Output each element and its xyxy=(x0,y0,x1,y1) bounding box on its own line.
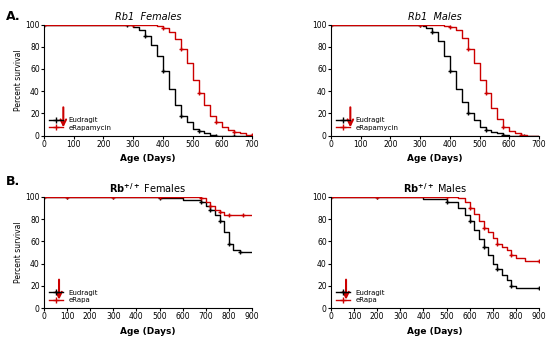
Y-axis label: Percent survival: Percent survival xyxy=(14,222,23,283)
Title: $\mathbf{Rb^{+/+}}$ Males: $\mathbf{Rb^{+/+}}$ Males xyxy=(403,181,467,195)
X-axis label: Age (Days): Age (Days) xyxy=(120,327,176,336)
Text: A.: A. xyxy=(6,10,20,23)
X-axis label: Age (Days): Age (Days) xyxy=(407,327,463,336)
Legend: Eudragit, eRapa: Eudragit, eRapa xyxy=(47,288,99,304)
Legend: Eudragit, eRapamycin: Eudragit, eRapamycin xyxy=(334,116,400,132)
Legend: Eudragit, eRapamycin: Eudragit, eRapamycin xyxy=(47,116,113,132)
Legend: Eudragit, eRapa: Eudragit, eRapa xyxy=(334,288,386,304)
X-axis label: Age (Days): Age (Days) xyxy=(120,154,176,163)
X-axis label: Age (Days): Age (Days) xyxy=(407,154,463,163)
Text: B.: B. xyxy=(6,175,20,188)
Title: $\mathbf{Rb^{+/+}}$ Females: $\mathbf{Rb^{+/+}}$ Females xyxy=(109,181,186,195)
Title: Rb1  Females: Rb1 Females xyxy=(115,12,182,22)
Title: Rb1  Males: Rb1 Males xyxy=(408,12,462,22)
Y-axis label: Percent survival: Percent survival xyxy=(14,49,23,111)
